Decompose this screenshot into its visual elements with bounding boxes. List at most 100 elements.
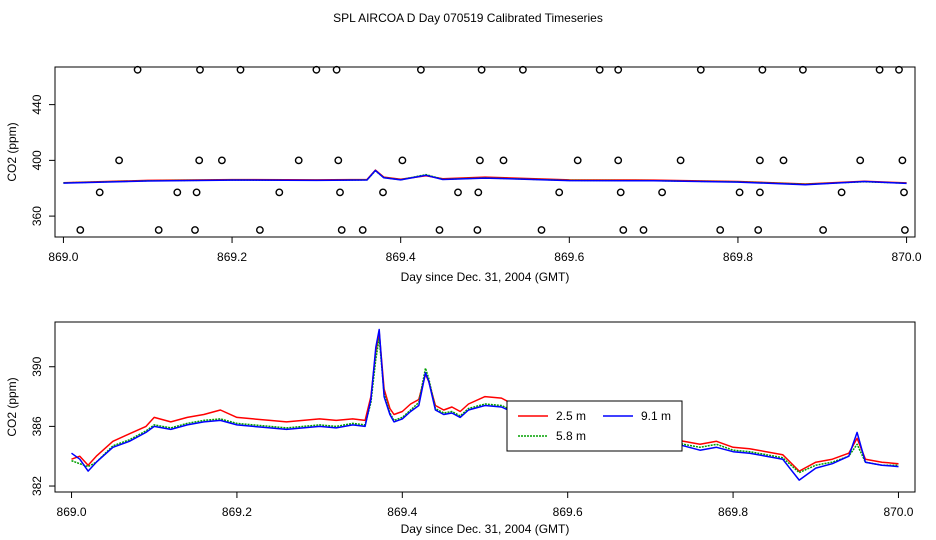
outlier-point (454, 188, 462, 197)
outlier-point (255, 226, 264, 234)
top-plot-frame (54, 66, 916, 238)
top-x-tick-label: 869.4 (386, 250, 416, 264)
outlier-point (735, 188, 744, 197)
outlier-point (895, 65, 903, 74)
top-x-tick-label: 869.8 (723, 250, 753, 264)
top-x-tick-label: 869.6 (554, 250, 584, 264)
top-x-axis: 869.0 869.2 869.4 869.6 869.8 870.0 (48, 237, 922, 264)
legend-label-5-8m: 5.8 m (556, 429, 586, 443)
outlier-point (658, 188, 666, 197)
outlier-point (573, 156, 582, 165)
outlier-point (95, 188, 104, 197)
top-x-tick-label: 869.0 (48, 250, 78, 264)
outlier-point (473, 226, 482, 234)
outlier-point (779, 156, 788, 165)
top-y-axis-label: CO2 (ppm) (5, 122, 19, 181)
top-series-lines (63, 169, 907, 186)
outlier-point (196, 65, 204, 74)
bottom-x-tick-label: 869.2 (222, 505, 252, 519)
outlier-point (337, 226, 346, 234)
bottom-plot-frame (54, 321, 916, 493)
bottom-x-tick-label: 869.8 (718, 505, 748, 519)
outlier-point (716, 226, 725, 234)
outlier-point (754, 226, 763, 234)
top-y-tick-label: 440 (30, 94, 44, 114)
bottom-panel: 382 386 390 869.0 869.2 869.4 869.6 869.8 870.0… (5, 321, 916, 536)
outlier-point (758, 65, 767, 74)
figure-title: SPL AIRCOA D Day 070519 Calibrated Times… (333, 11, 603, 25)
bottom-series-lines (71, 328, 899, 481)
top-y-axis: 360 400 440 (30, 94, 55, 226)
legend: 2.5 m 9.1 m 5.8 m (506, 400, 683, 452)
top-x-tick-label: 870.0 (892, 250, 922, 264)
top-outlier-points (76, 65, 909, 234)
outlier-point (756, 156, 764, 165)
outlier-point (435, 226, 444, 234)
outlier-point (475, 156, 484, 165)
bottom-x-axis: 869.0 869.2 869.4 869.6 869.8 870.0 (57, 492, 914, 519)
outlier-point (275, 188, 284, 197)
bottom-x-axis-label: Day since Dec. 31, 2004 (GMT) (401, 522, 570, 536)
outlier-point (696, 65, 705, 74)
outlier-point (195, 156, 204, 165)
outlier-point (555, 188, 564, 197)
legend-label-2-5m: 2.5 m (556, 409, 586, 423)
bottom-y-tick-label: 382 (30, 476, 44, 496)
outlier-point (756, 188, 764, 197)
top-x-tick-label: 869.2 (217, 250, 247, 264)
outlier-point (191, 226, 199, 234)
outlier-point (614, 156, 623, 165)
bottom-y-axis: 382 386 390 (30, 356, 55, 496)
outlier-point (799, 65, 807, 74)
outlier-point (614, 65, 623, 74)
bottom-series-2-5-m (71, 331, 899, 472)
top-y-tick-label: 400 (30, 150, 44, 170)
top-series-9-1-m (63, 169, 907, 186)
top-series-2-5-m (63, 169, 907, 185)
bottom-x-tick-label: 869.4 (387, 505, 417, 519)
bottom-y-tick-label: 386 (30, 416, 44, 436)
outlier-point (332, 65, 341, 74)
outlier-point (474, 188, 483, 197)
outlier-point (294, 156, 303, 165)
outlier-point (676, 156, 685, 165)
bottom-y-tick-label: 390 (30, 356, 44, 376)
outlier-point (499, 156, 508, 165)
top-x-axis-label: Day since Dec. 31, 2004 (GMT) (401, 270, 570, 284)
outlier-point (856, 156, 865, 165)
bottom-x-tick-label: 869.0 (57, 505, 87, 519)
outlier-point (133, 65, 142, 74)
outlier-point (236, 65, 245, 74)
legend-box (506, 400, 683, 452)
bottom-x-tick-label: 870.0 (883, 505, 913, 519)
outlier-point (154, 226, 163, 234)
outlier-point (379, 188, 387, 197)
outlier-point (901, 226, 909, 234)
outlier-point (619, 226, 628, 234)
legend-label-9-1m: 9.1 m (641, 409, 671, 423)
outlier-point (477, 65, 486, 74)
outlier-point (76, 226, 85, 234)
outlier-point (819, 226, 827, 234)
outlier-point (875, 65, 884, 74)
outlier-point (639, 226, 648, 234)
outlier-point (398, 156, 407, 165)
outlier-point (616, 188, 625, 197)
outlier-point (537, 226, 546, 234)
outlier-point (900, 188, 908, 197)
outlier-point (595, 65, 604, 74)
outlier-point (358, 226, 367, 234)
outlier-point (336, 188, 344, 197)
bottom-x-tick-label: 869.6 (553, 505, 583, 519)
outlier-point (192, 188, 201, 197)
bottom-y-axis-label: CO2 (ppm) (5, 377, 19, 436)
outlier-point (519, 65, 527, 74)
outlier-point (115, 156, 124, 165)
outlier-point (173, 188, 182, 197)
outlier-point (334, 156, 343, 165)
outlier-point (416, 65, 425, 74)
outlier-point (217, 156, 226, 165)
bottom-series-9-1-m (71, 328, 899, 481)
